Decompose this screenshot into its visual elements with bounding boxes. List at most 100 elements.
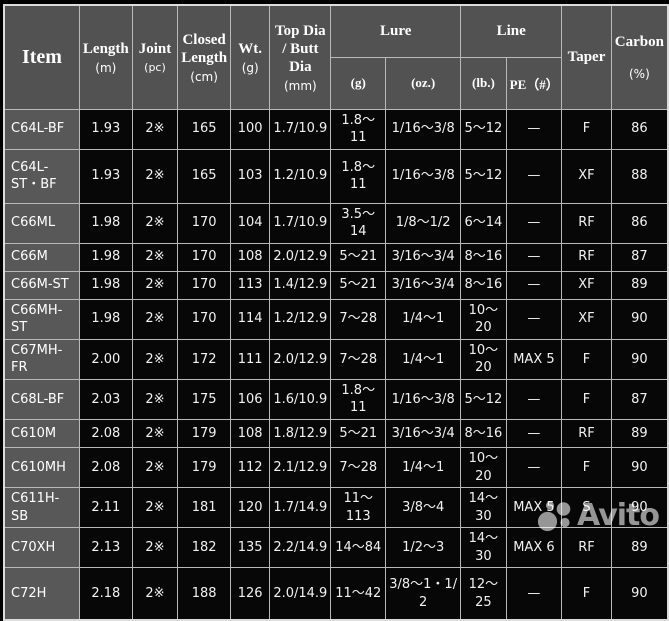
cell-length: 2.11 [78,487,133,529]
cell-lure-g: 11～113 [330,487,387,529]
cell-length: 2.08 [78,418,133,448]
col-header-line-lb: (lb.) [460,56,507,110]
cell-diameter: 1.7/14.9 [269,487,332,529]
cell-length: 2.18 [78,567,133,621]
cell-line-pe: — [505,378,563,420]
cell-lure-g: 7～28 [330,446,387,489]
cell-lure-g: 14～84 [330,527,387,569]
cell-length: 1.98 [78,270,133,300]
cell-taper: F [561,108,612,150]
table-row: C611H-SB 2.11 2※ 181 120 1.7/14.9 11～113… [3,487,669,529]
table-row: C66M-ST 1.98 2※ 170 113 1.4/12.9 5～21 3/… [3,270,669,300]
cell-line-pe: — [505,242,563,272]
cell-carbon: 87 [610,378,669,420]
cell-weight: 108 [230,418,271,448]
col-header-length-title: Length [82,40,129,57]
col-header-diameter-title: Top Dia / Butt Dia [274,22,326,75]
col-header-line-group: Line [460,4,563,58]
cell-line-pe: MAX 6 [505,527,563,569]
col-header-joint-unit: (pc) [144,61,166,75]
cell-taper: RF [561,242,612,272]
cell-carbon: 88 [610,148,669,204]
cell-carbon: 86 [610,108,669,150]
cell-length: 1.98 [78,202,133,244]
cell-item-name: C70XH [3,527,80,569]
cell-lure-oz: 1/8～1/2 [385,202,462,244]
cell-lure-g: 7～28 [330,338,387,380]
cell-item-name: C611H-SB [3,487,80,529]
cell-taper: XF [561,298,612,340]
cell-line-pe: — [505,202,563,244]
cell-length: 1.98 [78,298,133,340]
cell-line-pe: — [505,418,563,448]
cell-closed-length: 179 [177,418,232,448]
cell-joint: 2※ [131,567,179,621]
cell-lure-oz: 1/16～3/8 [385,108,462,150]
col-header-length: Length (m) [78,4,133,110]
cell-line-pe: — [505,298,563,340]
cell-lure-oz: 3/16～3/4 [385,242,462,272]
cell-weight: 120 [230,487,271,529]
cell-length: 2.03 [78,378,133,420]
cell-closed-length: 170 [177,242,232,272]
cell-length: 1.93 [78,148,133,204]
cell-taper: F [561,338,612,380]
table-row: C610M 2.08 2※ 179 108 1.8/12.9 5～21 3/16… [3,418,669,448]
cell-lure-g: 5～21 [330,418,387,448]
table-row: C66ML 1.98 2※ 170 104 1.7/10.9 3.5～14 1/… [3,202,669,244]
cell-line-lb: 5～12 [460,148,507,204]
spec-table-body: C64L-BF 1.93 2※ 165 100 1.7/10.9 1.8～11 … [3,108,669,621]
cell-weight: 103 [230,148,271,204]
cell-carbon: 90 [610,487,669,529]
cell-line-lb: 10～20 [460,298,507,340]
cell-diameter: 1.7/10.9 [269,108,332,150]
cell-weight: 126 [230,567,271,621]
watermark-text: Avito [577,498,660,533]
cell-diameter: 2.1/12.9 [269,446,332,489]
cell-lure-oz: 1/16～3/8 [385,148,462,204]
cell-taper: XF [561,270,612,300]
cell-weight: 104 [230,202,271,244]
cell-weight: 113 [230,270,271,300]
col-header-closed-title: Closed Length [181,31,228,66]
cell-closed-length: 170 [177,270,232,300]
cell-line-pe: — [505,148,563,204]
watermark: Avito [537,498,660,533]
cell-item-name: C66MH-ST [3,298,80,340]
col-header-closed-unit: (cm) [190,69,218,84]
cell-lure-oz: 1/4～1 [385,338,462,380]
cell-line-lb: 14～30 [460,527,507,569]
cell-weight: 135 [230,527,271,569]
cell-joint: 2※ [131,202,179,244]
cell-lure-g: 3.5～14 [330,202,387,244]
cell-line-lb: 10～20 [460,446,507,489]
cell-diameter: 1.8/12.9 [269,418,332,448]
cell-line-lb: 5～12 [460,108,507,150]
cell-diameter: 2.0/14.9 [269,567,332,621]
cell-taper: RF [561,202,612,244]
cell-carbon: 90 [610,338,669,380]
cell-length: 2.13 [78,527,133,569]
cell-diameter: 1.6/10.9 [269,378,332,420]
cell-closed-length: 165 [177,108,232,150]
cell-diameter: 2.0/12.9 [269,242,332,272]
cell-line-pe: — [505,108,563,150]
cell-item-name: C67MH-FR [3,338,80,380]
cell-joint: 2※ [131,148,179,204]
col-header-weight-unit: (g) [241,60,259,75]
cell-line-lb: 8～16 [460,418,507,448]
cell-line-pe: — [505,567,563,621]
cell-joint: 2※ [131,446,179,489]
cell-carbon: 89 [610,527,669,569]
cell-line-pe: — [505,446,563,489]
cell-lure-g: 5～21 [330,270,387,300]
cell-lure-g: 1.8～11 [330,378,387,420]
table-header: Item Length (m) Joint (pc) Closed Length… [3,4,669,110]
col-header-length-unit: (m) [95,60,117,75]
cell-joint: 2※ [131,270,179,300]
cell-joint: 2※ [131,298,179,340]
cell-lure-oz: 3/16～3/4 [385,418,462,448]
cell-carbon: 89 [610,418,669,448]
cell-closed-length: 175 [177,378,232,420]
cell-joint: 2※ [131,378,179,420]
